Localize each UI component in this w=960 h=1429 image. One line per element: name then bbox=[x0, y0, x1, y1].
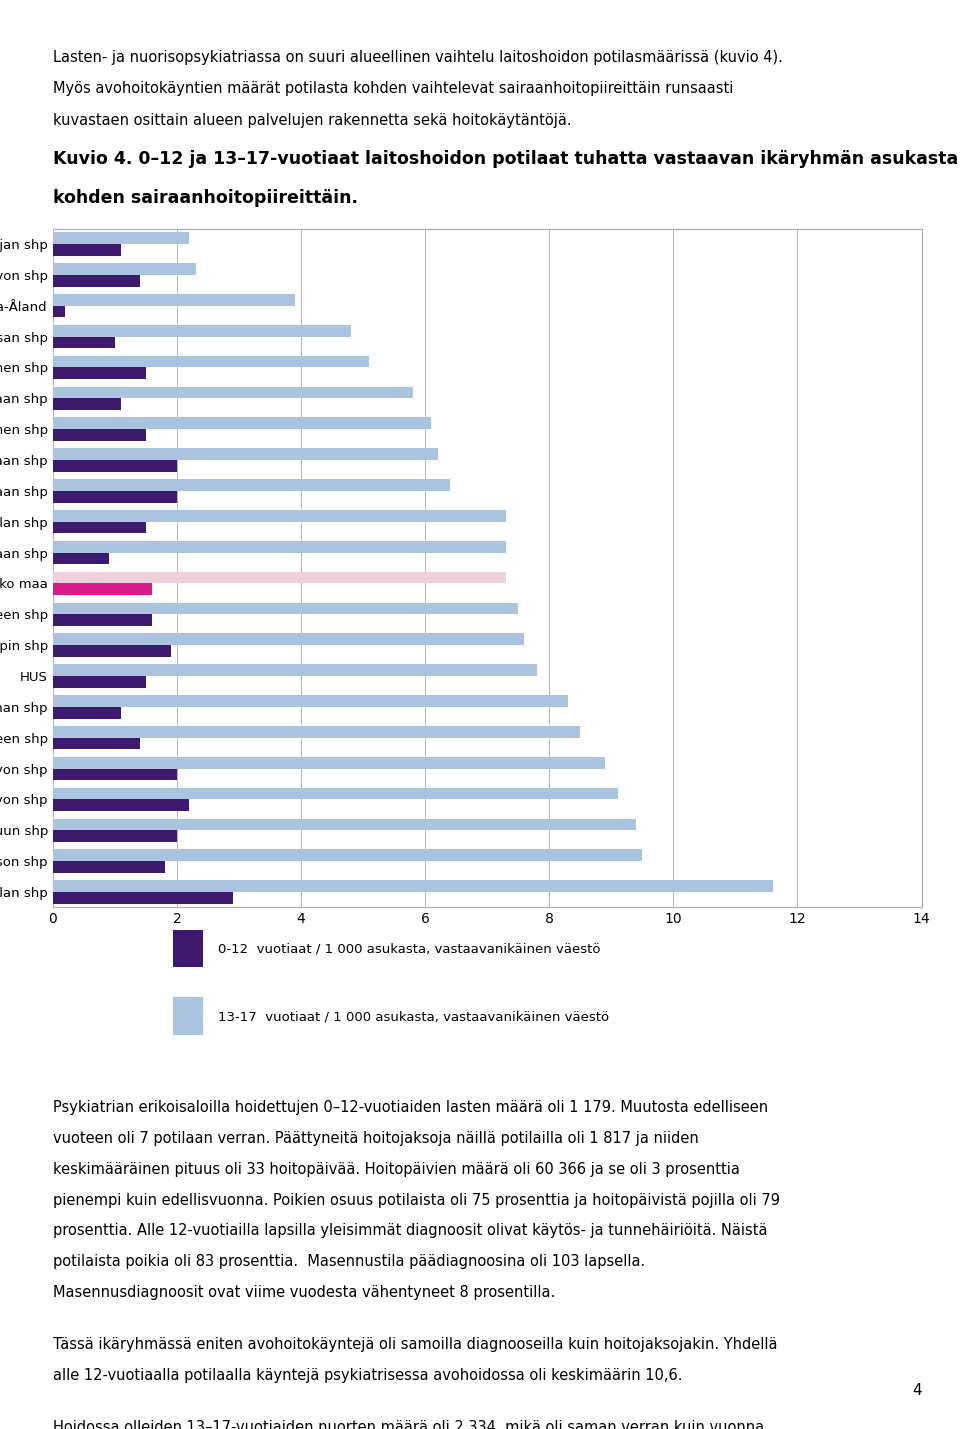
Bar bbox=[53, 324, 350, 337]
Bar bbox=[53, 694, 568, 707]
Bar bbox=[53, 399, 121, 410]
Text: Lasten- ja nuorisopsykiatriassa on suuri alueellinen vaihtelu laitoshoidon potil: Lasten- ja nuorisopsykiatriassa on suuri… bbox=[53, 50, 782, 64]
Bar bbox=[53, 306, 65, 317]
Bar bbox=[53, 274, 140, 287]
Bar bbox=[53, 510, 506, 522]
Text: keskimääräinen pituus oli 33 hoitopäivää. Hoitopäivien määrä oli 60 366 ja se ol: keskimääräinen pituus oli 33 hoitopäivää… bbox=[53, 1162, 739, 1176]
Text: prosenttia. Alle 12-vuotiailla lapsilla yleisimmät diagnoosit olivat käytös- ja : prosenttia. Alle 12-vuotiailla lapsilla … bbox=[53, 1223, 767, 1238]
Text: pienempi kuin edellisvuonna. Poikien osuus potilaista oli 75 prosenttia ja hoito: pienempi kuin edellisvuonna. Poikien osu… bbox=[53, 1192, 780, 1208]
Text: Myös avohoitokäyntien määrät potilasta kohden vaihtelevat sairaanhoitopiireittäi: Myös avohoitokäyntien määrät potilasta k… bbox=[53, 81, 733, 96]
Bar bbox=[53, 460, 177, 472]
Text: 13-17  vuotiaat / 1 000 asukasta, vastaavanikäinen väestö: 13-17 vuotiaat / 1 000 asukasta, vastaav… bbox=[218, 1010, 609, 1023]
Bar bbox=[53, 356, 370, 367]
Text: kuvastaen osittain alueen palvelujen rakennetta sekä hoitokäytäntöjä.: kuvastaen osittain alueen palvelujen rak… bbox=[53, 113, 571, 127]
Bar bbox=[53, 367, 146, 379]
Bar bbox=[53, 726, 580, 737]
Bar bbox=[53, 429, 146, 442]
Bar bbox=[53, 676, 146, 687]
Bar bbox=[53, 263, 196, 274]
Bar bbox=[53, 294, 295, 306]
Bar bbox=[173, 930, 203, 967]
Bar bbox=[173, 997, 203, 1035]
Bar bbox=[53, 614, 152, 626]
Bar bbox=[53, 892, 232, 903]
Bar bbox=[53, 633, 524, 644]
Bar bbox=[53, 880, 773, 892]
Bar bbox=[53, 542, 506, 553]
Bar bbox=[53, 387, 413, 399]
Bar bbox=[53, 757, 605, 769]
Bar bbox=[53, 449, 438, 460]
Bar bbox=[53, 830, 177, 842]
Bar bbox=[53, 337, 115, 349]
Bar bbox=[53, 233, 189, 244]
Bar bbox=[53, 799, 189, 812]
Bar bbox=[53, 492, 177, 503]
Bar bbox=[53, 707, 121, 719]
Bar bbox=[53, 244, 121, 256]
Text: Psykiatrian erikoisaloilla hoidettujen 0–12-vuotiaiden lasten määrä oli 1 179. M: Psykiatrian erikoisaloilla hoidettujen 0… bbox=[53, 1100, 768, 1115]
Text: Tässä ikäryhmässä eniten avohoitokäyntejä oli samoilla diagnooseilla kuin hoitoj: Tässä ikäryhmässä eniten avohoitokäyntej… bbox=[53, 1338, 778, 1352]
Text: 4: 4 bbox=[912, 1383, 922, 1398]
Bar bbox=[53, 787, 617, 799]
Bar bbox=[53, 664, 537, 676]
Bar bbox=[53, 644, 171, 657]
Bar bbox=[53, 583, 152, 596]
Text: 0-12  vuotiaat / 1 000 asukasta, vastaavanikäinen väestö: 0-12 vuotiaat / 1 000 asukasta, vastaava… bbox=[218, 943, 600, 956]
Text: Kuvio 4. 0–12 ja 13–17-vuotiaat laitoshoidon potilaat tuhatta vastaavan ikäryhmä: Kuvio 4. 0–12 ja 13–17-vuotiaat laitosho… bbox=[53, 150, 958, 169]
Text: potilaista poikia oli 83 prosenttia.  Masennustila päädiagnoosina oli 103 lapsel: potilaista poikia oli 83 prosenttia. Mas… bbox=[53, 1255, 645, 1269]
Text: vuoteen oli 7 potilaan verran. Päättyneitä hoitojaksoja näillä potilailla oli 1 : vuoteen oli 7 potilaan verran. Päättynei… bbox=[53, 1132, 699, 1146]
Bar bbox=[53, 819, 636, 830]
Bar bbox=[53, 553, 108, 564]
Bar bbox=[53, 862, 164, 873]
Bar bbox=[53, 522, 146, 533]
Bar bbox=[53, 479, 450, 492]
Text: Masennusdiagnoosit ovat viime vuodesta vähentyneet 8 prosentilla.: Masennusdiagnoosit ovat viime vuodesta v… bbox=[53, 1285, 555, 1299]
Text: kohden sairaanhoitopiireittäin.: kohden sairaanhoitopiireittäin. bbox=[53, 189, 358, 207]
Bar bbox=[53, 603, 518, 614]
Bar bbox=[53, 737, 140, 749]
Bar bbox=[53, 849, 642, 862]
Bar bbox=[53, 417, 431, 429]
Text: Hoidossa olleiden 13–17-vuotiaiden nuorten määrä oli 2 334, mikä oli saman verra: Hoidossa olleiden 13–17-vuotiaiden nuort… bbox=[53, 1420, 764, 1429]
Text: alle 12-vuotiaalla potilaalla käyntejä psykiatrisessa avohoidossa oli keskimääri: alle 12-vuotiaalla potilaalla käyntejä p… bbox=[53, 1368, 683, 1382]
Bar bbox=[53, 769, 177, 780]
Bar bbox=[53, 572, 506, 583]
